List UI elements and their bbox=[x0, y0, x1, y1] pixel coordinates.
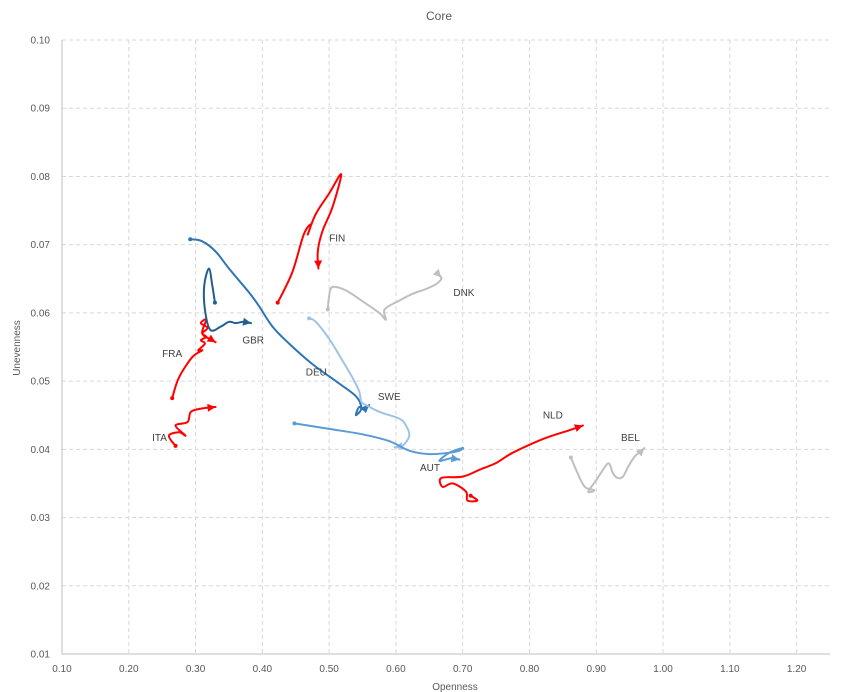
series-end-arrow-fin bbox=[314, 260, 323, 269]
y-tick-label: 0.03 bbox=[31, 513, 51, 524]
series-ita bbox=[167, 403, 217, 448]
axes bbox=[61, 40, 830, 655]
series-end-arrow-nld bbox=[574, 424, 583, 432]
series-layer bbox=[167, 173, 646, 503]
series-fra bbox=[170, 318, 217, 401]
series-line-swe bbox=[308, 317, 411, 449]
x-tick-labels: 0.10 0.20 0.30 0.40 0.50 0.60 0.70 0.80 0.90 1.00… bbox=[52, 664, 807, 675]
x-tick-label: 1.20 bbox=[787, 664, 807, 675]
y-tick-label: 0.05 bbox=[31, 377, 51, 388]
series-line-aut bbox=[293, 422, 465, 463]
series-line-ita bbox=[167, 406, 217, 447]
x-tick-label: 0.70 bbox=[453, 664, 473, 675]
series-line-dnk bbox=[326, 274, 443, 321]
series-fin bbox=[275, 173, 343, 305]
series-label-deu: DEU bbox=[306, 368, 327, 379]
series-line-gbr bbox=[202, 267, 252, 332]
y-tick-label: 0.10 bbox=[31, 36, 51, 47]
series-start-marker-dnk bbox=[325, 307, 330, 312]
series-end-arrow-ita bbox=[207, 403, 216, 412]
series-start-marker-bel bbox=[568, 455, 573, 460]
series-gbr bbox=[202, 267, 252, 332]
series-label-nld: NLD bbox=[543, 411, 563, 422]
series-line-bel bbox=[569, 447, 646, 494]
x-tick-label: 0.10 bbox=[52, 664, 72, 675]
series-label-aut: AUT bbox=[420, 463, 440, 474]
grid bbox=[62, 39, 830, 654]
x-tick-label: 1.00 bbox=[653, 664, 673, 675]
series-end-arrow-dnk bbox=[432, 268, 442, 278]
x-tick-label: 0.50 bbox=[319, 664, 339, 675]
series-line-deu bbox=[189, 238, 371, 417]
series-start-marker-gbr bbox=[212, 300, 217, 305]
x-axis-title: Openness bbox=[432, 682, 478, 692]
x-tick-label: 0.60 bbox=[386, 664, 406, 675]
y-tick-label: 0.06 bbox=[31, 308, 51, 319]
y-tick-label: 0.01 bbox=[31, 650, 51, 661]
series-start-marker-deu bbox=[188, 237, 193, 242]
series-deu bbox=[188, 237, 371, 417]
series-line-fin bbox=[276, 173, 343, 304]
series-aut bbox=[292, 421, 465, 463]
series-labels: FIN FRA ITA NLD GBR DEU SWE AUT DNK BEL bbox=[152, 233, 640, 474]
x-tick-label: 0.40 bbox=[253, 664, 273, 675]
series-end-arrow-aut bbox=[450, 454, 460, 463]
series-bel bbox=[568, 447, 646, 494]
series-start-marker-fra bbox=[170, 396, 175, 401]
series-label-fin: FIN bbox=[329, 233, 345, 244]
series-start-marker-nld bbox=[468, 493, 473, 498]
series-nld bbox=[438, 424, 584, 503]
series-dnk bbox=[325, 268, 443, 321]
y-tick-label: 0.08 bbox=[31, 172, 51, 183]
series-end-arrow-bel bbox=[635, 448, 645, 457]
y-tick-labels: 0.01 0.02 0.03 0.04 0.05 0.06 0.07 0.08 0.09 0.10 bbox=[31, 36, 51, 661]
series-start-marker-swe bbox=[307, 316, 312, 321]
series-label-ita: ITA bbox=[152, 433, 167, 444]
chart-title: Core bbox=[426, 9, 452, 23]
x-tick-label: 0.30 bbox=[186, 664, 206, 675]
y-tick-label: 0.02 bbox=[31, 581, 51, 592]
y-tick-label: 0.07 bbox=[31, 240, 51, 251]
y-tick-label: 0.04 bbox=[31, 445, 51, 456]
x-tick-label: 1.10 bbox=[720, 664, 740, 675]
series-end-arrow-gbr bbox=[242, 317, 251, 326]
series-line-fra bbox=[171, 318, 217, 400]
series-label-bel: BEL bbox=[621, 433, 640, 444]
x-tick-label: 0.20 bbox=[119, 664, 139, 675]
series-start-marker-aut bbox=[292, 421, 297, 426]
x-tick-label: 0.80 bbox=[520, 664, 540, 675]
series-label-dnk: DNK bbox=[453, 288, 474, 299]
series-start-marker-ita bbox=[173, 443, 178, 448]
series-label-gbr: GBR bbox=[242, 336, 264, 347]
y-axis-title: Unevenness bbox=[12, 320, 23, 376]
series-line-nld bbox=[438, 424, 584, 503]
series-label-swe: SWE bbox=[378, 392, 401, 403]
y-tick-label: 0.09 bbox=[31, 104, 51, 115]
series-start-marker-fin bbox=[275, 300, 280, 305]
series-end-arrow-deu bbox=[360, 405, 370, 414]
x-tick-label: 0.90 bbox=[587, 664, 607, 675]
series-label-fra: FRA bbox=[162, 349, 182, 360]
series-end-arrow-fra bbox=[206, 334, 216, 343]
